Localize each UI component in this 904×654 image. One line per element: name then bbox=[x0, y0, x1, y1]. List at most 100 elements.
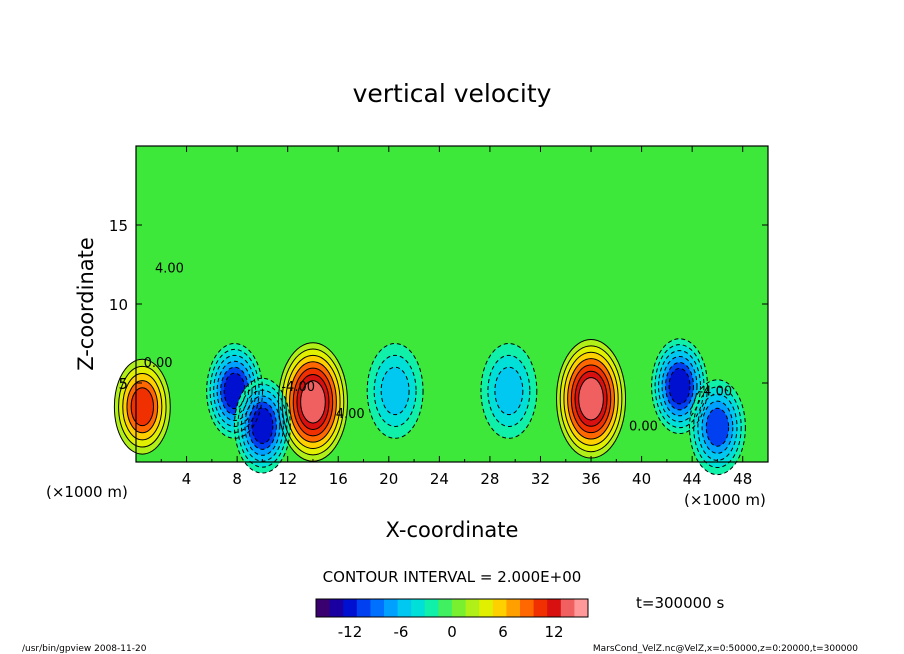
colorbar-swatch bbox=[533, 599, 548, 617]
heatmap-field: 4.00 0.00 -4.00 4.00 0.00 -4.00 bbox=[113, 146, 768, 476]
updraft-band bbox=[578, 377, 604, 420]
contour-interval-label: CONTOUR INTERVAL = 2.000E+00 bbox=[323, 568, 582, 586]
downdraft-contour bbox=[247, 401, 277, 450]
downdraft-contour bbox=[366, 343, 424, 439]
x-unit-label-left: (×1000 m) bbox=[46, 483, 128, 501]
x-tick-label: 32 bbox=[531, 470, 550, 488]
downdraft-band bbox=[706, 408, 729, 447]
updraft-contour bbox=[113, 358, 171, 455]
downdraft-band bbox=[669, 368, 690, 404]
colorbar-swatch bbox=[492, 599, 507, 617]
colorbar-swatch bbox=[316, 599, 331, 617]
downdraft-contour bbox=[705, 407, 730, 447]
x-tick-label: 20 bbox=[379, 470, 398, 488]
y-axis-ticks: 5 10 15 bbox=[109, 217, 768, 393]
x-tick-label: 12 bbox=[278, 470, 297, 488]
updraft-contour bbox=[559, 345, 623, 453]
x-tick-label: 28 bbox=[480, 470, 499, 488]
y-tick-label: 15 bbox=[109, 217, 128, 235]
colorbar-swatch bbox=[370, 599, 385, 617]
contour-value-label: 4.00 bbox=[336, 407, 365, 422]
colorbar-tick-label: 0 bbox=[447, 623, 457, 641]
chart-title: vertical velocity bbox=[353, 79, 552, 108]
colorbar-swatch bbox=[438, 599, 453, 617]
updraft-contour bbox=[578, 377, 604, 421]
updraft-band bbox=[300, 380, 326, 424]
downdraft-contour bbox=[661, 356, 698, 417]
contour-value-label: 4.00 bbox=[155, 261, 184, 276]
colorbar-swatch bbox=[384, 599, 399, 617]
downdraft-contour bbox=[658, 350, 701, 423]
updraft-contour bbox=[122, 373, 163, 441]
downdraft-contour bbox=[206, 343, 264, 439]
colorbar-swatch bbox=[560, 599, 575, 617]
colorbar-swatch bbox=[452, 599, 467, 617]
colorbar-swatch bbox=[424, 599, 439, 617]
contour-value-label: -4.00 bbox=[698, 385, 732, 400]
colorbar-swatch bbox=[506, 599, 521, 617]
downdraft-contour bbox=[654, 344, 705, 429]
updraft-contour bbox=[130, 387, 154, 427]
colorbar-tick-label: 12 bbox=[544, 623, 563, 641]
colorbar bbox=[316, 599, 589, 617]
x-tick-label: 40 bbox=[632, 470, 651, 488]
updraft-contour bbox=[285, 354, 341, 450]
y-tick-label: 10 bbox=[109, 296, 128, 314]
x-axis-ticks: 4 8 12 16 20 24 28 32 36 40 44 48 bbox=[160, 146, 752, 488]
downdraft-contour bbox=[697, 393, 738, 461]
colorbar-swatch bbox=[547, 599, 562, 617]
x-tick-label: 36 bbox=[581, 470, 600, 488]
downdraft-contour bbox=[701, 400, 734, 454]
colorbar-tick-label: 6 bbox=[498, 623, 508, 641]
colorbar-swatch bbox=[479, 599, 494, 617]
updraft-band bbox=[131, 387, 154, 426]
updraft-contour bbox=[570, 364, 612, 434]
colorbar-ticks: -12 -6 0 6 12 bbox=[338, 623, 564, 641]
contour-lines: 4.00 0.00 -4.00 4.00 0.00 -4.00 bbox=[113, 261, 746, 476]
downdraft-contour bbox=[693, 386, 742, 469]
colorbar-swatch bbox=[465, 599, 480, 617]
downdraft-contour bbox=[487, 354, 531, 427]
x-tick-label: 24 bbox=[430, 470, 449, 488]
x-tick-label: 44 bbox=[683, 470, 702, 488]
downdraft-contour bbox=[237, 383, 288, 468]
colorbar-swatch bbox=[574, 599, 589, 617]
y-tick-label: 5 bbox=[118, 375, 128, 393]
x-unit-label-right: (×1000 m) bbox=[684, 491, 766, 509]
downdraft-contour bbox=[494, 366, 524, 416]
downdraft-contour bbox=[216, 360, 253, 422]
updraft-contour bbox=[289, 361, 337, 443]
footer-right: MarsCond_VelZ.nc@VelZ,x=0:50000,z=0:2000… bbox=[593, 644, 858, 654]
downdraft-contour bbox=[233, 377, 291, 474]
downdraft-contour bbox=[244, 395, 281, 456]
contour-value-label: 0.00 bbox=[629, 419, 658, 434]
y-axis-title: Z-coordinate bbox=[74, 237, 98, 371]
downdraft-band bbox=[251, 407, 273, 444]
downdraft-contour bbox=[480, 343, 538, 439]
downdraft-contour bbox=[251, 407, 274, 444]
footer-left: /usr/bin/gpview 2008-11-20 bbox=[22, 644, 147, 654]
downdraft-contour bbox=[380, 366, 410, 416]
updraft-contour bbox=[296, 373, 330, 430]
downdraft-contour bbox=[223, 372, 246, 410]
x-tick-label: 48 bbox=[733, 470, 752, 488]
downdraft-contour bbox=[668, 367, 691, 405]
contour-value-label: 0.00 bbox=[144, 356, 173, 371]
colorbar-swatch bbox=[411, 599, 426, 617]
contour-value-label: -4.00 bbox=[281, 380, 315, 395]
x-tick-label: 16 bbox=[329, 470, 348, 488]
downdraft-contour bbox=[651, 338, 708, 435]
updraft-contour bbox=[567, 358, 615, 440]
colorbar-tick-label: -12 bbox=[338, 623, 363, 641]
downdraft-contour bbox=[665, 361, 694, 411]
downdraft-contour bbox=[689, 379, 746, 476]
time-label: t=300000 s bbox=[636, 594, 724, 612]
updraft-contour bbox=[118, 365, 167, 448]
x-tick-label: 8 bbox=[232, 470, 242, 488]
colorbar-swatch bbox=[343, 599, 358, 617]
downdraft-contour bbox=[373, 354, 417, 427]
updraft-contour bbox=[563, 351, 619, 446]
x-tick-label: 4 bbox=[182, 470, 192, 488]
updraft-contour bbox=[126, 380, 159, 434]
